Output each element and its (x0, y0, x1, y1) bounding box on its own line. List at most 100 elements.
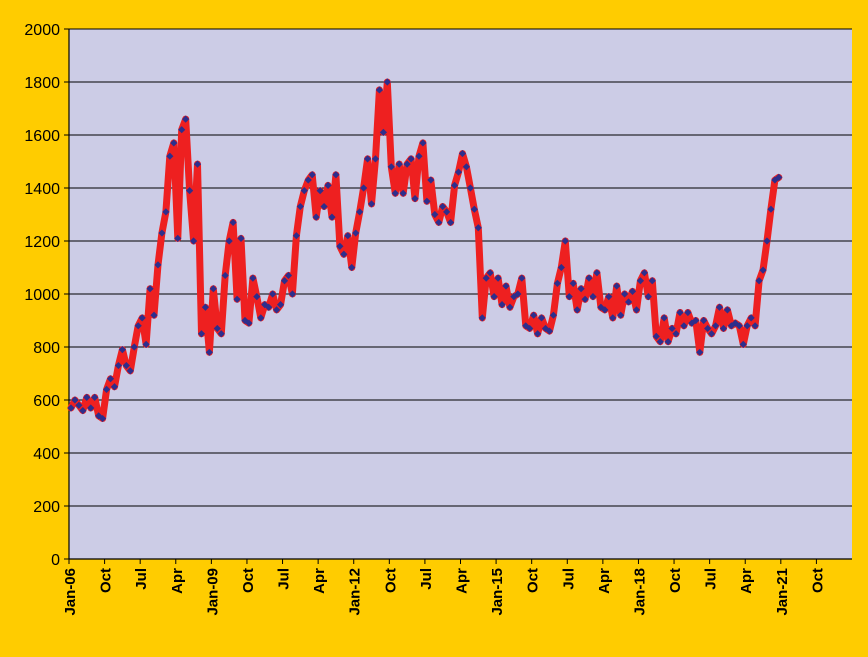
data-point (91, 393, 99, 401)
data-point (589, 293, 597, 301)
data-point (636, 277, 645, 285)
y-tick-label: 400 (33, 446, 60, 463)
y-tick-label: 1200 (24, 234, 60, 251)
data-point (502, 282, 510, 290)
data-point (146, 285, 154, 293)
data-point (150, 311, 158, 319)
data-point (708, 330, 716, 338)
data-point (182, 115, 190, 123)
data-point (118, 346, 126, 354)
data-point (719, 324, 728, 333)
data-point (494, 274, 502, 282)
data-point (534, 330, 542, 338)
x-tick-label: Jul (703, 568, 720, 590)
x-tick-label: Jul (133, 568, 150, 590)
data-point (482, 274, 490, 282)
data-point (79, 407, 87, 415)
data-point (253, 293, 261, 301)
data-point (158, 229, 166, 237)
data-point (348, 263, 356, 272)
data-point (454, 168, 463, 176)
data-point (601, 306, 609, 314)
data-point (514, 290, 522, 298)
data-point (628, 287, 637, 295)
data-point (324, 181, 332, 189)
data-point (280, 277, 289, 285)
y-tick-label: 1000 (24, 287, 60, 304)
data-point (122, 361, 130, 370)
data-point (229, 218, 237, 227)
data-point (209, 285, 217, 293)
data-point (87, 404, 95, 412)
data-point (735, 322, 743, 330)
data-point (340, 250, 348, 258)
x-tick-label: Jan-21 (774, 568, 791, 616)
y-tick-label: 600 (33, 393, 60, 410)
data-point (763, 237, 771, 245)
y-tick-label: 2000 (24, 22, 60, 39)
data-point (751, 322, 759, 330)
data-point (668, 324, 676, 333)
data-point (221, 271, 229, 280)
data-point (304, 176, 312, 184)
x-tick-label: Jan-12 (347, 568, 364, 616)
x-tick-label: Oct (382, 568, 399, 593)
data-point (316, 187, 324, 195)
data-point (605, 293, 613, 301)
data-point (336, 242, 344, 250)
data-point (67, 404, 75, 412)
data-point (510, 293, 518, 301)
data-point (225, 237, 233, 245)
data-point (411, 195, 419, 203)
data-point (174, 234, 182, 242)
data-point (296, 202, 304, 211)
data-point (114, 361, 123, 370)
data-point (617, 311, 625, 319)
data-point (609, 314, 617, 322)
data-point (640, 269, 648, 277)
data-point (771, 176, 779, 184)
data-point (249, 274, 257, 282)
data-point (75, 401, 83, 409)
data-point (526, 324, 534, 333)
data-point (71, 396, 79, 404)
data-point (395, 160, 403, 168)
data-point (427, 176, 435, 184)
x-tick-label: Apr (454, 568, 471, 594)
data-point (458, 149, 467, 158)
data-point (656, 338, 664, 346)
y-axis-tick-labels: 0 200 400 600 800 1000 1200 1400 1600 1800 2000 (24, 22, 60, 569)
x-tick-label: Oct (98, 568, 115, 593)
data-point (486, 269, 494, 277)
data-point (126, 367, 134, 375)
data-point (755, 277, 763, 285)
data-point (680, 322, 688, 330)
y-tick-label: 800 (33, 340, 60, 357)
data-point (727, 322, 735, 330)
data-point (518, 274, 526, 282)
data-point (360, 184, 368, 192)
data-point (660, 314, 668, 322)
x-tick-label: Jul (276, 568, 293, 590)
gridlines (64, 28, 852, 560)
data-point (577, 285, 585, 293)
data-point (99, 414, 107, 423)
data-point (134, 322, 142, 330)
axes (68, 29, 852, 564)
x-axis-tick-labels: Jan-06 Oct Jul Apr Jan-09 Oct Jul Apr Jan-12 Oct J… (62, 568, 826, 616)
data-point (711, 322, 720, 330)
data-point (265, 303, 273, 311)
data-point (739, 340, 747, 348)
data-point (193, 160, 202, 168)
data-point (197, 330, 206, 338)
data-point (652, 332, 660, 340)
data-point (624, 298, 633, 306)
data-point (387, 163, 395, 171)
data-point (269, 290, 277, 298)
data-point (632, 306, 641, 314)
data-point (537, 314, 546, 322)
data-point (288, 290, 297, 298)
data-point (644, 293, 652, 301)
data-point (83, 393, 91, 401)
